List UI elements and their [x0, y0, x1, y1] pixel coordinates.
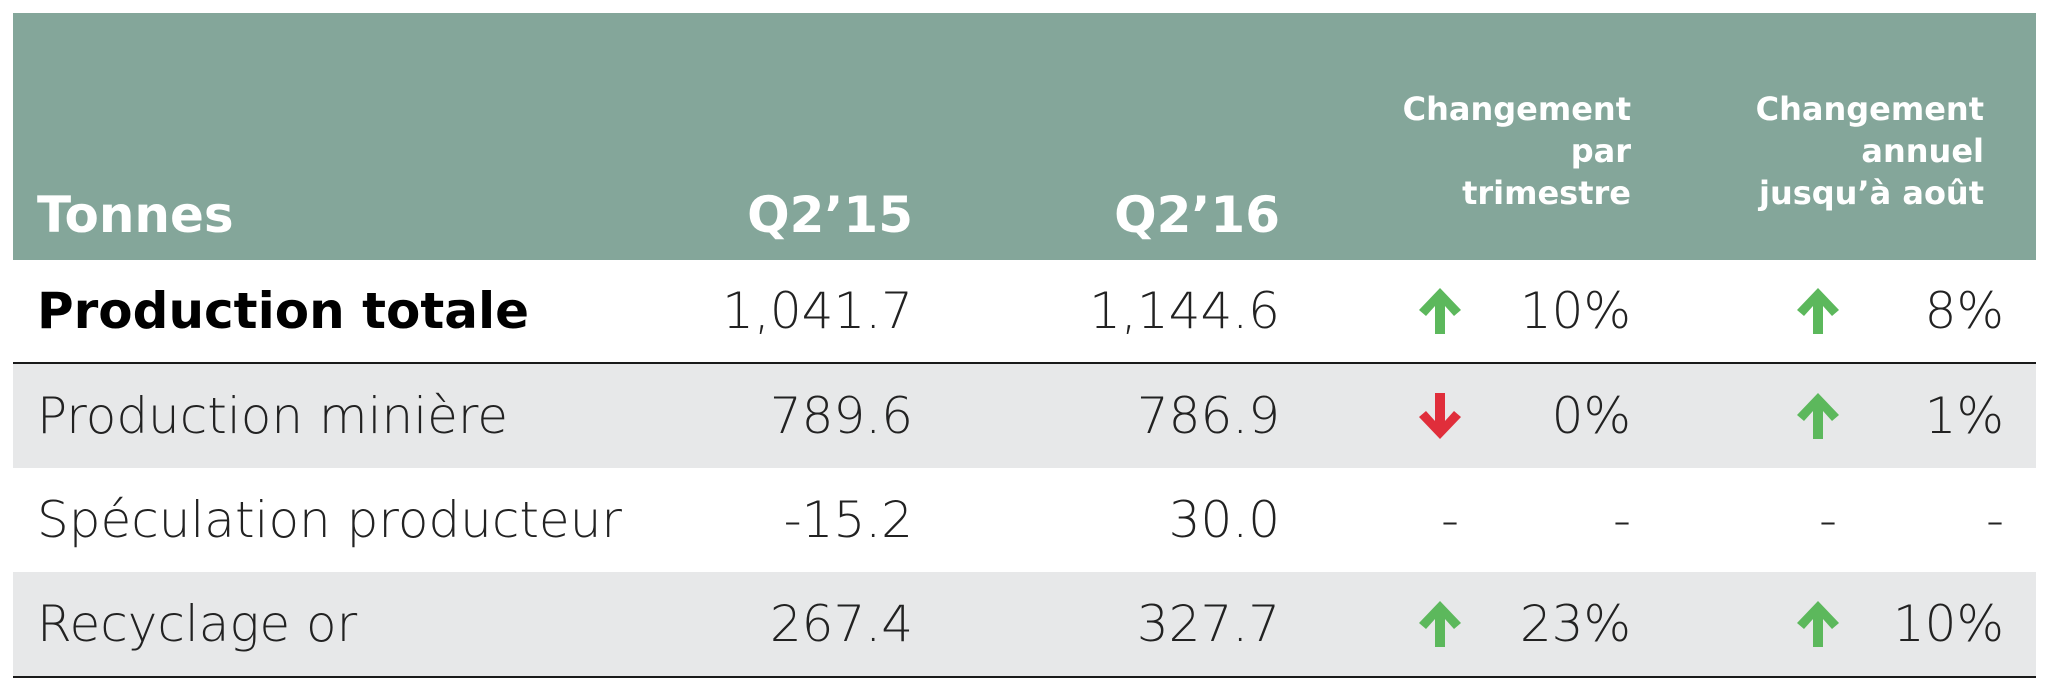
- arrow-up-icon: [1795, 364, 1841, 468]
- value-quarterly-change: 23%: [1519, 595, 1631, 653]
- arrow-up-icon: [1795, 260, 1841, 362]
- table-row: Recyclage or 267.4 327.7 23% 10%: [13, 572, 2036, 678]
- value-annual-change: -: [1985, 491, 2004, 549]
- table-header: Tonnes Q2’15 Q2’16 Changement par trimes…: [13, 13, 2036, 260]
- header-annual-change-line1: Changement: [1755, 90, 1984, 128]
- value-q2-15: -15.2: [783, 491, 913, 549]
- header-tonnes: Tonnes: [37, 186, 234, 244]
- row-label: Spéculation producteur: [37, 491, 622, 549]
- header-annual-change-line2: annuel: [1861, 132, 1984, 170]
- value-q2-16: 30.0: [1168, 491, 1280, 549]
- arrow-up-icon: [1419, 601, 1461, 647]
- arrow-down-icon: [1417, 364, 1463, 468]
- arrow-up-icon: [1419, 288, 1461, 334]
- dash-indicator: -: [1441, 491, 1460, 549]
- row-label: Recyclage or: [37, 595, 358, 653]
- arrow-up-icon: [1797, 393, 1839, 439]
- table-row: Production totale 1,041.7 1,144.6 10% 8%: [13, 260, 2036, 364]
- value-annual-change: 8%: [1924, 282, 2004, 340]
- arrow-up-icon: [1797, 601, 1839, 647]
- value-q2-15: 1,041.7: [722, 282, 913, 340]
- header-quarterly-change-line1: Changement: [1402, 90, 1631, 128]
- header-q2-16: Q2’16: [1114, 186, 1280, 244]
- arrow-up-icon: [1795, 572, 1841, 676]
- value-quarterly-change: -: [1612, 491, 1631, 549]
- header-q2-15: Q2’15: [747, 186, 913, 244]
- header-quarterly-change: Changement par trimestre: [1403, 88, 1631, 214]
- header-annual-change-line3: jusqu’à août: [1758, 174, 1984, 212]
- value-q2-16: 327.7: [1136, 595, 1280, 653]
- table-row: Production minière 789.6 786.9 0% 1%: [13, 364, 2036, 468]
- value-quarterly-change: 0%: [1551, 387, 1631, 445]
- table-row: Spéculation producteur -15.2 30.0 - - - -: [13, 468, 2036, 572]
- arrow-up-icon: [1797, 288, 1839, 334]
- row-label: Production totale: [37, 282, 530, 340]
- dash-indicator: -: [1819, 491, 1838, 549]
- header-annual-change: Changement annuel jusqu’à août: [1756, 88, 1984, 214]
- value-q2-16: 786.9: [1136, 387, 1280, 445]
- row-label: Production minière: [37, 387, 509, 445]
- value-quarterly-change: 10%: [1519, 282, 1631, 340]
- arrow-down-icon: [1419, 393, 1461, 439]
- table-body: Production totale 1,041.7 1,144.6 10% 8% Prod…: [13, 260, 2036, 678]
- arrow-up-icon: [1417, 572, 1463, 676]
- value-annual-change: 1%: [1924, 387, 2004, 445]
- value-q2-16: 1,144.6: [1089, 282, 1280, 340]
- value-q2-15: 267.4: [769, 595, 913, 653]
- value-annual-change: 10%: [1892, 595, 2004, 653]
- value-q2-15: 789.6: [769, 387, 913, 445]
- data-table: Tonnes Q2’15 Q2’16 Changement par trimes…: [13, 13, 2036, 678]
- header-quarterly-change-line3: trimestre: [1462, 174, 1631, 212]
- arrow-up-icon: [1417, 260, 1463, 362]
- header-quarterly-change-line2: par: [1570, 132, 1631, 170]
